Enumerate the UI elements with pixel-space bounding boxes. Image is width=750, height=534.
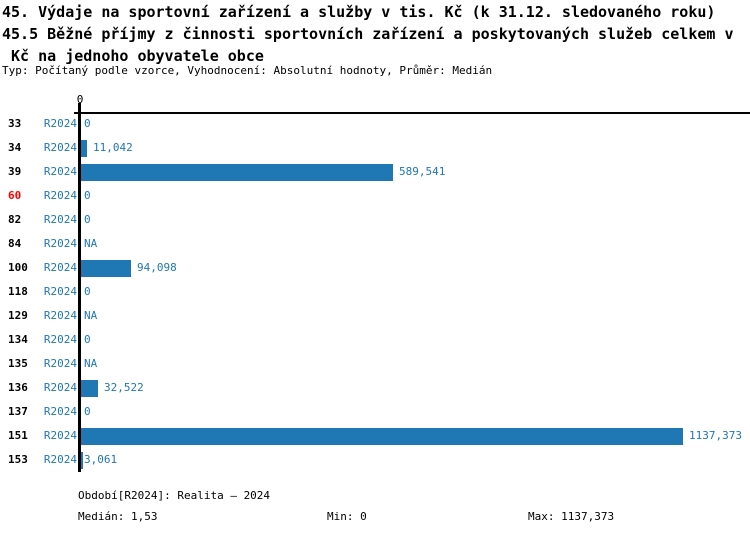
period-label: R2024 xyxy=(43,429,77,442)
category-label: 84 xyxy=(8,237,22,250)
bar-row: 134 R2024 0 xyxy=(0,328,750,352)
bar-row: 129 R2024 NA xyxy=(0,304,750,328)
value-label: NA xyxy=(84,357,98,370)
value-label: NA xyxy=(84,309,98,322)
bar-row: 118 R2024 0 xyxy=(0,280,750,304)
footer-median-stat: Medián: 1,53 xyxy=(78,510,158,523)
value-label: 32,522 xyxy=(104,381,144,394)
period-label: R2024 xyxy=(43,381,77,394)
period-label: R2024 xyxy=(43,285,77,298)
period-label: R2024 xyxy=(43,165,77,178)
category-label: 33 xyxy=(8,117,22,130)
period-label: R2024 xyxy=(43,453,77,466)
category-label: 153 xyxy=(8,453,28,466)
bar xyxy=(81,259,131,277)
footer-min-stat: Min: 0 xyxy=(327,510,367,523)
category-label: 151 xyxy=(8,429,28,442)
bar-row: 82 R2024 0 xyxy=(0,208,750,232)
period-label: R2024 xyxy=(43,357,77,370)
bar-row: 60 R2024 0 xyxy=(0,184,750,208)
chart-title-line-2: 45.5 Běžné příjmy z činnosti sportovních… xyxy=(2,25,734,43)
value-label: 11,042 xyxy=(93,141,133,154)
value-label: 0 xyxy=(84,213,91,226)
period-label: R2024 xyxy=(43,141,77,154)
bar-row: 33 R2024 0 xyxy=(0,112,750,136)
value-label: 589,541 xyxy=(399,165,446,178)
value-label: 0 xyxy=(84,333,91,346)
period-label: R2024 xyxy=(43,189,77,202)
category-label: 60 xyxy=(8,189,22,202)
bar-row: 153 R2024 3,061 xyxy=(0,448,750,472)
value-label: 1137,373 xyxy=(689,429,742,442)
category-label: 136 xyxy=(8,381,28,394)
bar-rows-container: 33 R2024 0 34 R2024 11,042 39 R2024 589,541 60 R20… xyxy=(0,112,750,472)
chart-meta-line: Typ: Počítaný podle vzorce, Vyhodnocení:… xyxy=(2,64,493,77)
category-label: 129 xyxy=(8,309,28,322)
value-label: NA xyxy=(84,237,98,250)
bar xyxy=(81,427,683,445)
category-label: 134 xyxy=(8,333,28,346)
period-label: R2024 xyxy=(43,237,77,250)
category-label: 137 xyxy=(8,405,28,418)
bar xyxy=(81,139,87,157)
period-label: R2024 xyxy=(43,261,77,274)
bar-row: 84 R2024 NA xyxy=(0,232,750,256)
category-label: 34 xyxy=(8,141,22,154)
chart-title-line-3: Kč na jednoho obyvatele obce xyxy=(2,47,264,65)
bar xyxy=(81,163,394,181)
bar-row: 136 R2024 32,522 xyxy=(0,376,750,400)
x-axis-tick-label: 0 xyxy=(76,93,84,106)
footer-period-note: Období[R2024]: Realita – 2024 xyxy=(78,489,271,502)
y-axis-line xyxy=(78,103,81,472)
period-label: R2024 xyxy=(43,213,77,226)
period-label: R2024 xyxy=(43,309,77,322)
category-label: 39 xyxy=(8,165,22,178)
value-label: 0 xyxy=(84,285,91,298)
bar-row: 100 R2024 94,098 xyxy=(0,256,750,280)
value-label: 0 xyxy=(84,117,91,130)
bar-row: 151 R2024 1137,373 xyxy=(0,424,750,448)
value-label: 0 xyxy=(84,189,91,202)
category-label: 82 xyxy=(8,213,22,226)
bar-row: 135 R2024 NA xyxy=(0,352,750,376)
category-label: 135 xyxy=(8,357,28,370)
category-label: 118 xyxy=(8,285,28,298)
bar-row: 137 R2024 0 xyxy=(0,400,750,424)
footer-max-stat: Max: 1137,373 xyxy=(528,510,615,523)
bar-row: 34 R2024 11,042 xyxy=(0,136,750,160)
period-label: R2024 xyxy=(43,405,77,418)
category-label: 100 xyxy=(8,261,28,274)
value-label: 0 xyxy=(84,405,91,418)
bar xyxy=(81,379,99,397)
chart-title-line-1: 45. Výdaje na sportovní zařízení a služb… xyxy=(2,3,716,21)
value-label: 94,098 xyxy=(137,261,177,274)
x-axis-line xyxy=(74,112,750,114)
period-label: R2024 xyxy=(43,333,77,346)
value-label: 3,061 xyxy=(84,453,118,466)
bar xyxy=(81,451,83,469)
bar-row: 39 R2024 589,541 xyxy=(0,160,750,184)
period-label: R2024 xyxy=(43,117,77,130)
